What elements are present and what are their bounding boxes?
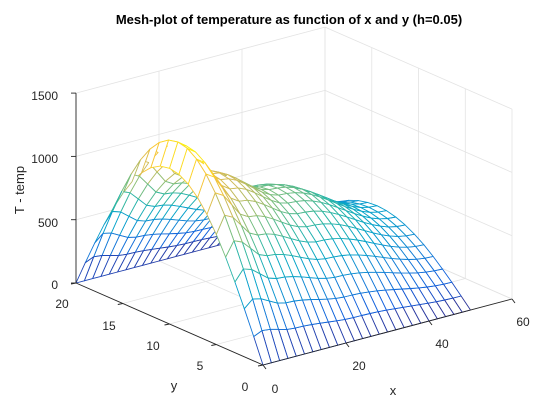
y-axis-label: y	[171, 378, 178, 393]
y-tick-20: 20	[55, 297, 69, 311]
x-tick-0: 0	[272, 382, 279, 396]
y-tick-mark	[117, 303, 123, 305]
x-tick-mark	[345, 342, 350, 348]
grid-line	[75, 26, 326, 94]
z-axis-label: T - temp	[12, 166, 27, 214]
axes-layer	[70, 92, 516, 370]
x-tick-mark	[511, 298, 516, 304]
z-tick-500: 500	[38, 216, 58, 230]
y-tick-10: 10	[146, 339, 160, 353]
z-tick-1000: 1000	[31, 152, 58, 166]
y-tick-15: 15	[102, 319, 116, 333]
x-tick-mark	[262, 364, 267, 370]
x-tick-60: 60	[516, 315, 530, 329]
x-tick-40: 40	[435, 337, 449, 351]
x-tick-20: 20	[352, 359, 366, 373]
grid-line	[75, 90, 326, 157]
y-tick-mark	[164, 323, 170, 326]
y-tick-mark	[211, 344, 217, 346]
x-axis-label: x	[390, 383, 397, 398]
x-axis-line	[262, 298, 513, 366]
mesh-surface	[75, 139, 471, 366]
x-tick-mark	[428, 320, 433, 326]
y-tick-mark	[257, 364, 264, 367]
y-tick-5: 5	[197, 359, 204, 373]
mesh-cell	[75, 256, 95, 284]
z-tick-0: 0	[51, 278, 58, 292]
z-tick-1500: 1500	[31, 89, 58, 103]
chart-title: Mesh-plot of temperature as function of …	[116, 12, 462, 27]
y-tick-0: 0	[242, 380, 249, 394]
